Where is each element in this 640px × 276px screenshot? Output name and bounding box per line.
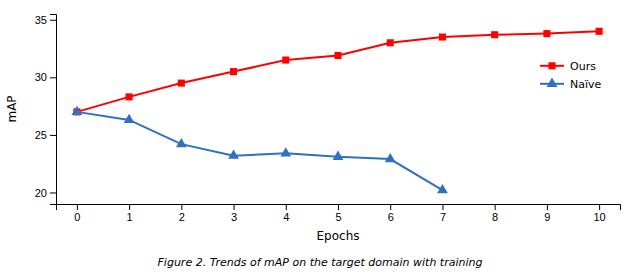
x-axis: 0 1 2 3 4 5 6 7 8 9 10 bbox=[57, 204, 621, 223]
x-tick-mark bbox=[234, 204, 235, 210]
legend-label: Naïve bbox=[570, 78, 602, 91]
x-tick-label: 8 bbox=[492, 211, 498, 223]
y-tick: 25 bbox=[35, 129, 56, 141]
chart: 0 1 2 3 4 5 6 7 8 9 10 20 25 30 35 Ours Naïve Epochs mAP Fi… bbox=[0, 0, 640, 276]
x-tick-mark bbox=[599, 204, 600, 210]
series-marker bbox=[543, 30, 550, 37]
series-marker bbox=[230, 68, 237, 75]
y-tick-label: 30 bbox=[35, 71, 47, 83]
x-tick: 7 bbox=[440, 204, 446, 223]
y-tick-mark bbox=[50, 77, 56, 78]
x-tick-mark bbox=[77, 204, 78, 210]
x-tick: 5 bbox=[335, 204, 341, 223]
series-marker bbox=[334, 52, 341, 59]
legend: Ours Naïve bbox=[540, 60, 602, 91]
x-tick-label: 2 bbox=[179, 211, 185, 223]
x-axis-line bbox=[57, 205, 621, 211]
y-tick-label: 25 bbox=[35, 129, 47, 141]
x-tick: 1 bbox=[127, 204, 133, 223]
series-marker bbox=[385, 153, 396, 162]
series-line bbox=[77, 31, 599, 112]
series-marker bbox=[228, 149, 239, 158]
x-tick: 6 bbox=[388, 204, 394, 223]
x-tick-label: 10 bbox=[593, 211, 605, 223]
x-tick-label: 3 bbox=[231, 211, 237, 223]
plot-area: 0 1 2 3 4 5 6 7 8 9 10 20 25 30 35 Ours Naïve bbox=[35, 14, 621, 223]
legend-label: Ours bbox=[570, 60, 596, 73]
x-tick: 10 bbox=[593, 204, 605, 223]
y-tick-mark bbox=[50, 20, 56, 21]
x-tick-label: 9 bbox=[544, 211, 550, 223]
x-tick: 3 bbox=[231, 204, 237, 223]
series-marker bbox=[491, 31, 498, 38]
x-tick: 4 bbox=[283, 204, 289, 223]
x-tick-label: 0 bbox=[74, 211, 80, 223]
series-marker bbox=[178, 80, 185, 87]
y-tick: 30 bbox=[35, 71, 56, 83]
x-tick-label: 7 bbox=[440, 211, 446, 223]
x-tick-label: 6 bbox=[388, 211, 394, 223]
series-line bbox=[77, 112, 443, 190]
caption: Figure 2. Trends of mAP on the target do… bbox=[158, 256, 483, 269]
y-tick-label: 35 bbox=[35, 14, 47, 26]
series-marker bbox=[437, 184, 448, 193]
x-tick: 8 bbox=[492, 204, 498, 223]
series-marker bbox=[333, 151, 344, 160]
x-tick-mark bbox=[181, 204, 182, 210]
series-marker bbox=[176, 138, 187, 147]
series-marker bbox=[439, 33, 446, 40]
y-tick-mark bbox=[50, 135, 56, 136]
x-tick-label: 5 bbox=[335, 211, 341, 223]
legend-swatch-marker bbox=[547, 78, 558, 87]
series-marker bbox=[72, 106, 83, 115]
x-tick: 0 bbox=[74, 204, 80, 223]
x-tick-mark bbox=[390, 204, 391, 210]
y-tick: 35 bbox=[35, 14, 56, 26]
x-tick-label: 4 bbox=[283, 211, 289, 223]
series-marker bbox=[387, 39, 394, 46]
y-tick: 20 bbox=[35, 187, 56, 199]
series-marker bbox=[126, 93, 133, 100]
legend-item: Ours bbox=[540, 60, 596, 73]
x-tick-mark bbox=[547, 204, 548, 210]
series-marker bbox=[124, 114, 135, 123]
legend-swatch-marker bbox=[548, 62, 555, 69]
y-axis-title: mAP bbox=[5, 95, 19, 122]
y-tick-label: 20 bbox=[35, 187, 47, 199]
x-tick-mark bbox=[495, 204, 496, 210]
x-tick-mark bbox=[129, 204, 130, 210]
x-tick-mark bbox=[338, 204, 339, 210]
y-axis-line bbox=[50, 15, 57, 205]
x-tick-mark bbox=[286, 204, 287, 210]
y-tick-mark bbox=[50, 192, 56, 193]
series-marker bbox=[596, 28, 603, 35]
series-marker bbox=[280, 147, 291, 156]
x-tick-label: 1 bbox=[127, 211, 133, 223]
x-tick: 2 bbox=[179, 204, 185, 223]
series-group bbox=[72, 28, 603, 194]
x-tick-mark bbox=[442, 204, 443, 210]
y-axis: 20 25 30 35 bbox=[35, 14, 57, 205]
series-marker bbox=[282, 57, 289, 64]
x-axis-title: Epochs bbox=[317, 229, 360, 243]
legend-item: Naïve bbox=[540, 78, 602, 91]
x-tick: 9 bbox=[544, 204, 550, 223]
